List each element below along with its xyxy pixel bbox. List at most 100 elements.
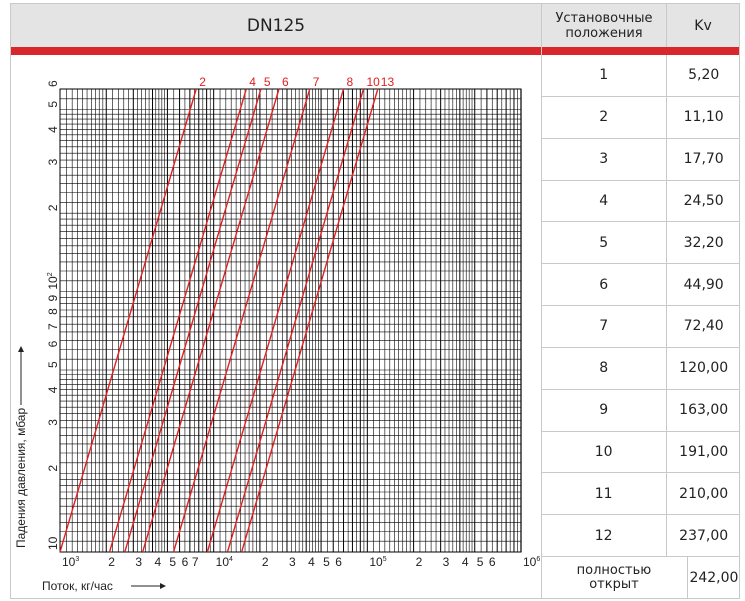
x-tick-label: 2: [108, 555, 115, 569]
position-cell: 7: [599, 318, 609, 335]
y-axis-label: Падения давления, мбар: [14, 408, 28, 548]
series-label: 7: [313, 75, 320, 89]
x-tick-label: 5: [477, 555, 484, 569]
x-tick-label: 3: [135, 555, 142, 569]
x-tick-label: 4: [462, 555, 469, 569]
y-tick-label: 6: [46, 80, 60, 87]
series-line: [124, 88, 262, 553]
series-line: [141, 88, 280, 553]
series-label: 6: [282, 75, 289, 89]
x-tick-exponent: 5: [383, 556, 387, 563]
kv-cell: 72,40: [666, 306, 740, 347]
x-tick-label: 6: [335, 555, 342, 569]
position-cell: 12: [594, 527, 613, 544]
table-row: 8 120,00: [541, 347, 740, 390]
series-line: [59, 88, 197, 553]
table-row: 1 5,20: [541, 55, 740, 97]
kv-cell: 210,00: [666, 473, 740, 515]
table-row: 12 237,00: [541, 515, 740, 558]
x-axis-arrowhead: [160, 583, 166, 589]
kv-header: Kv: [667, 4, 739, 47]
x-tick-label: 7: [192, 555, 199, 569]
accent-bar: [11, 47, 739, 55]
y-axis-arrowhead: [18, 346, 24, 352]
series-label: 2: [199, 75, 206, 89]
position-cell: 10: [594, 444, 613, 461]
series-label: 10: [366, 75, 380, 89]
x-tick-labels: 103 2 3 4 5 6 7 104 2 3 4 5 6 105 2 3 4 5 6 106: [62, 555, 540, 569]
header-divider: [666, 4, 667, 47]
kv-cell: 191,00: [666, 431, 740, 473]
series-label: 4: [249, 75, 256, 89]
series-line: [226, 88, 365, 553]
y-tick-label: 6: [46, 340, 60, 347]
kv-cell: 24,50: [666, 180, 740, 222]
table-row: 6 44,90: [541, 264, 740, 307]
kv-cell: 44,90: [666, 264, 740, 306]
y-tick-label: 3: [46, 419, 60, 426]
position-cell: 9: [599, 402, 609, 419]
series-labels: 2 4 5 6 7 8 10 13: [199, 75, 394, 89]
x-tick-label: 2: [416, 555, 423, 569]
chart-grid: [59, 88, 522, 553]
kv-cell: 163,00: [666, 389, 740, 431]
series-label: 8: [347, 75, 354, 89]
x-tick-label: 6: [489, 555, 496, 569]
table-row: 11 210,00: [541, 473, 740, 516]
position-cell: 11: [594, 485, 613, 502]
x-tick-exponent: 3: [75, 556, 79, 563]
x-tick-label: 106: [523, 555, 540, 569]
y-tick-label: 2: [46, 204, 60, 211]
y-tick-label: 7: [46, 323, 60, 330]
position-cell: 1: [599, 67, 609, 84]
figure-frame: [10, 3, 740, 599]
x-tick-exponent: 4: [229, 556, 233, 563]
series-line: [108, 88, 247, 553]
position-cell: 4: [599, 192, 609, 209]
x-tick-label: 3: [289, 555, 296, 569]
series-label: 13: [381, 75, 395, 89]
series-line: [206, 88, 345, 553]
kv-cell: 5,20: [666, 55, 740, 96]
x-tick-label: 105: [369, 555, 386, 569]
x-tick-label: 5: [169, 555, 176, 569]
y-tick-label: 5: [46, 361, 60, 368]
column-divider: [541, 4, 542, 599]
kv-cell: 11,10: [666, 96, 740, 138]
x-tick-label: 5: [323, 555, 330, 569]
kv-cell: 237,00: [666, 515, 740, 557]
series-label: 5: [264, 75, 271, 89]
y-tick-label: 5: [46, 101, 60, 108]
series-line: [240, 88, 379, 553]
position-cell: 5: [599, 234, 609, 251]
y-tick-label: 9: [46, 295, 60, 302]
y-tick-label: 10: [46, 536, 60, 550]
y-tick-label: 2: [46, 465, 60, 472]
x-tick-label: 103: [62, 555, 79, 569]
chart-series: [59, 88, 379, 553]
position-cell: 2: [599, 109, 609, 126]
kv-cell: 120,00: [666, 347, 740, 389]
table-row: 5 32,20: [541, 222, 740, 265]
y-tick-label: 3: [46, 158, 60, 165]
position-cell: 8: [599, 360, 609, 377]
position-cell: 3: [599, 151, 609, 168]
x-tick-exponent: 6: [536, 556, 540, 563]
kv-cell: 32,20: [666, 222, 740, 264]
position-cell: полностью открыт: [576, 563, 652, 593]
series-line: [172, 88, 311, 553]
table-row: 2 11,10: [541, 96, 740, 139]
table-row: 9 163,00: [541, 389, 740, 432]
table-row: 7 72,40: [541, 306, 740, 348]
table-row: 3 17,70: [541, 138, 740, 181]
y-tick-label: 4: [46, 126, 60, 133]
x-tick-label: 4: [308, 555, 315, 569]
kv-cell: 242,00: [686, 557, 740, 599]
y-tick-label: 102: [46, 272, 60, 289]
chart-title: DN125: [11, 4, 541, 47]
position-cell: 6: [599, 276, 609, 293]
pressure-drop-chart: 2 4 5 6 7 8 10 13 103 2 3 4 5 6 7 104 2 3 4 5 6 105 2 3 4 5 6 106 …: [14, 75, 540, 593]
y-tick-label: 4: [46, 386, 60, 393]
x-tick-label: 2: [262, 555, 269, 569]
